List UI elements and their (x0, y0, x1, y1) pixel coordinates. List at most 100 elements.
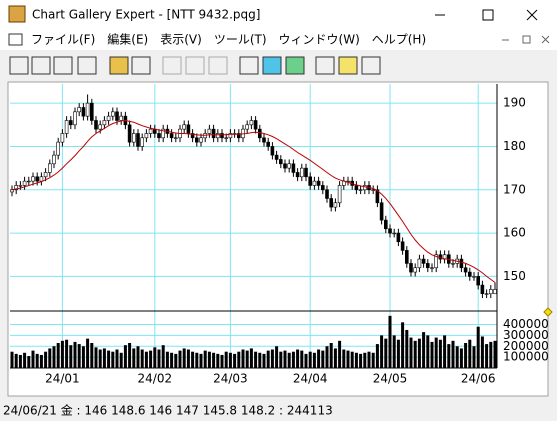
menu-item[interactable]: ツール(T) (214, 33, 267, 47)
candle-body (211, 128, 216, 139)
document-icon[interactable] (8, 33, 23, 46)
volume-bar (98, 349, 102, 368)
volume-bar (359, 353, 363, 368)
tool-button[interactable] (361, 56, 381, 75)
candle-body (90, 102, 94, 121)
maximize-button[interactable] (482, 9, 494, 21)
candle-body (291, 163, 296, 173)
candle-body (106, 115, 111, 121)
tool-button[interactable] (262, 56, 282, 75)
menu-item[interactable]: 編集(E) (107, 32, 148, 47)
y-tick-label: 180 (503, 139, 526, 153)
y-tick-label: 190 (503, 96, 526, 110)
candle-body (404, 250, 409, 264)
volume-bar (73, 341, 77, 368)
candle-body (358, 189, 363, 191)
volume-bar (174, 353, 178, 368)
y-tick-label: 170 (503, 182, 526, 196)
candle-body (52, 154, 56, 165)
volume-bar (312, 352, 316, 368)
x-tick-label: 24/05 (373, 372, 408, 386)
volume-bar (132, 348, 136, 368)
volume-bar (468, 339, 472, 368)
candle-body (224, 137, 228, 139)
volume-bar (249, 348, 253, 368)
candle-body (10, 189, 14, 193)
volume-bar (405, 329, 409, 368)
candle-body (413, 267, 418, 273)
volume-bar (476, 326, 480, 368)
volume-bar (354, 352, 358, 368)
tool-button[interactable] (185, 56, 205, 75)
volume-bar (346, 350, 350, 368)
candle-body (161, 128, 165, 139)
candle-body (85, 102, 90, 117)
menu-item[interactable]: ファイル(F) (31, 33, 95, 47)
tool-button[interactable] (315, 56, 335, 75)
candle-body (81, 107, 86, 117)
menu-item[interactable]: 表示(V) (160, 33, 202, 47)
tool-button[interactable] (131, 56, 151, 75)
volume-bar (233, 353, 237, 368)
candle-body (190, 133, 195, 139)
volume-bar (153, 347, 157, 368)
candle-body (425, 263, 430, 269)
candle-body (480, 284, 485, 295)
volume-bar (384, 338, 388, 368)
volume-bar (56, 343, 60, 368)
volume-bar (266, 350, 270, 368)
candle-body (56, 141, 61, 156)
volume-bar (10, 351, 14, 368)
volume-bar (304, 353, 308, 368)
menu-item[interactable]: ヘルプ(H) (372, 33, 426, 47)
tool-button[interactable] (208, 56, 228, 75)
volume-bar (350, 351, 354, 368)
close-button[interactable] (526, 9, 538, 21)
candle-body (383, 219, 388, 230)
volume-bar (308, 351, 312, 368)
candle-body (94, 120, 98, 130)
volume-bar (317, 349, 321, 368)
volume-bar (60, 340, 64, 368)
volume-bar (254, 351, 258, 368)
volume-bar (186, 349, 190, 368)
tool-button[interactable] (162, 56, 182, 75)
mdi-restore[interactable] (522, 35, 531, 44)
title-bar (0, 0, 557, 30)
volume-bar (451, 340, 455, 368)
volume-bar (23, 352, 27, 368)
volume-tick-label: 400000 (503, 317, 549, 331)
volume-bar (170, 352, 174, 368)
candle-body (195, 137, 199, 143)
menu-item[interactable]: ウィンドウ(W) (279, 33, 360, 47)
candle-body (430, 267, 434, 269)
volume-bar (258, 352, 262, 368)
volume-bar (207, 351, 211, 368)
volume-bar (157, 349, 161, 368)
candle-body (270, 146, 275, 156)
volume-bar (18, 354, 22, 368)
volume-bar (455, 346, 459, 368)
volume-bar (115, 349, 119, 368)
volume-bar (426, 335, 430, 368)
volume-bar (107, 350, 111, 368)
candle-body (216, 133, 220, 139)
tool-button[interactable] (338, 56, 358, 75)
tool-button[interactable] (31, 56, 51, 75)
tool-button[interactable] (77, 56, 97, 75)
tool-button[interactable] (239, 56, 259, 75)
mdi-close[interactable] (541, 35, 550, 44)
tool-button[interactable] (109, 56, 129, 75)
volume-bar (388, 315, 392, 368)
volume-tick-label: 300000 (503, 328, 549, 342)
volume-bar (178, 350, 182, 368)
volume-bar (489, 341, 493, 368)
tool-button[interactable] (9, 56, 29, 75)
tool-button[interactable] (285, 56, 305, 75)
candle-body (329, 198, 334, 208)
volume-bar (94, 347, 98, 368)
candle-body (257, 128, 262, 139)
candle-body (396, 232, 401, 243)
tool-button[interactable] (53, 56, 73, 75)
